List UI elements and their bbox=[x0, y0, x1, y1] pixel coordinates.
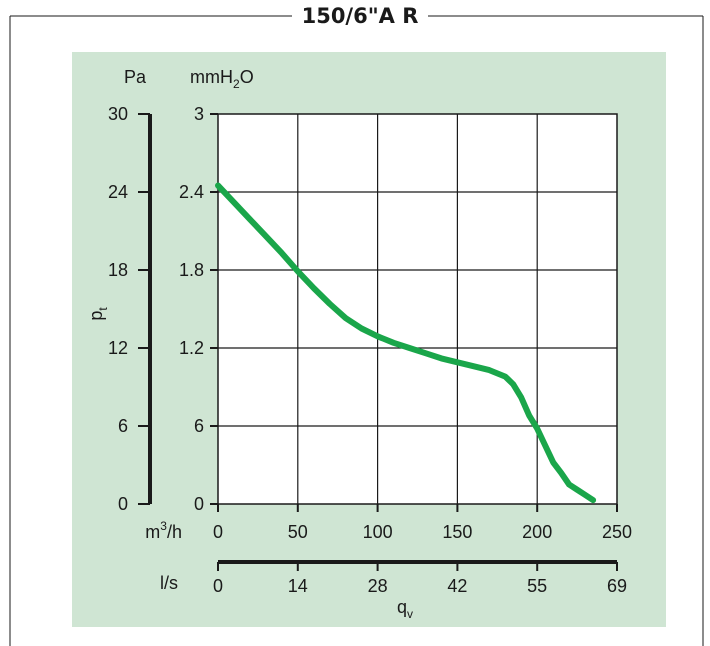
plot-area bbox=[217, 113, 618, 505]
mmh2o-tick-label: 1.8 bbox=[179, 260, 204, 280]
mmh2o-tick-label: 1.2 bbox=[179, 338, 204, 358]
chart-title: 150/6"A R bbox=[302, 4, 419, 28]
ls-unit-label: l/s bbox=[160, 573, 178, 593]
pa-tick-label: 12 bbox=[108, 338, 128, 358]
m3h-unit-label: m3/h bbox=[145, 519, 182, 542]
ls-tick-label: 55 bbox=[527, 576, 547, 596]
mmh2o-tick-label: 2.4 bbox=[179, 182, 204, 202]
pa-tick-label: 0 bbox=[118, 494, 128, 514]
performance-curve bbox=[215, 182, 597, 504]
mmh2o-tick-label: 6 bbox=[194, 416, 204, 436]
ls-tick-label: 42 bbox=[447, 576, 467, 596]
ls-tick-label: 0 bbox=[213, 576, 223, 596]
pa-tick-label: 6 bbox=[118, 416, 128, 436]
m3h-tick-label: 200 bbox=[522, 522, 552, 542]
ls-tick-label: 14 bbox=[288, 576, 308, 596]
mmh2o-tick-label: 3 bbox=[194, 104, 204, 124]
pa-unit-label: Pa bbox=[124, 67, 147, 87]
ls-tick-label: 69 bbox=[607, 576, 627, 596]
axes bbox=[138, 113, 618, 571]
grid bbox=[217, 113, 618, 505]
pa-tick-label: 24 bbox=[108, 182, 128, 202]
pa-tick-label: 18 bbox=[108, 260, 128, 280]
ls-tick-label: 28 bbox=[368, 576, 388, 596]
m3h-tick-label: 150 bbox=[442, 522, 472, 542]
pt-axis-title: pt bbox=[86, 307, 110, 321]
pa-tick-label: 30 bbox=[108, 104, 128, 124]
m3h-tick-label: 100 bbox=[363, 522, 393, 542]
mmh2o-tick-label: 0 bbox=[194, 494, 204, 514]
m3h-tick-label: 0 bbox=[213, 522, 223, 542]
qv-axis-title: qv bbox=[397, 597, 413, 621]
m3h-tick-label: 50 bbox=[288, 522, 308, 542]
m3h-tick-label: 250 bbox=[602, 522, 632, 542]
mmh2o-unit-label: mmH2O bbox=[190, 67, 254, 91]
